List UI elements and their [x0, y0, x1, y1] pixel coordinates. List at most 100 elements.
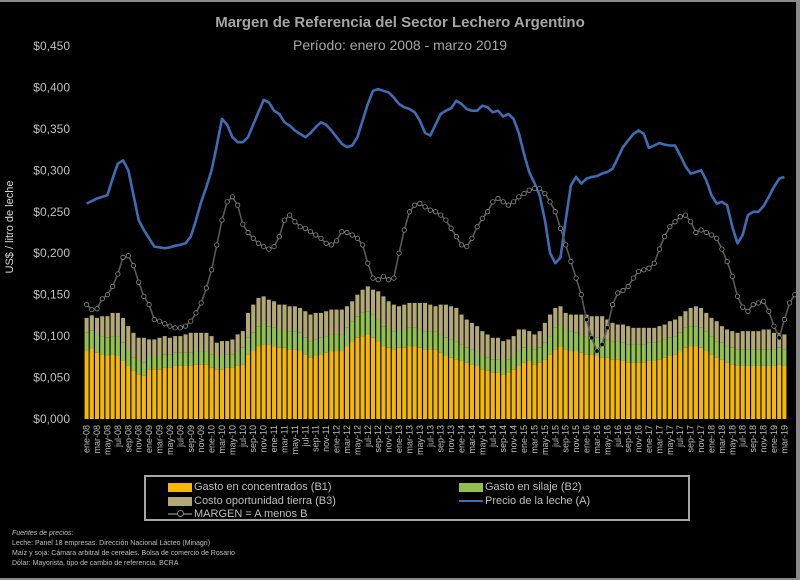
- margen-point: [578, 292, 584, 298]
- bar-segment-b2: [417, 329, 422, 348]
- bar-segment-b2: [761, 349, 766, 366]
- legend-marker-circle-icon: [177, 510, 184, 517]
- bar-segment-b3: [688, 307, 693, 327]
- x-tick-label: may-09: [165, 425, 175, 455]
- x-tick-label: mar-19: [779, 425, 789, 454]
- bar-segment-b3: [506, 339, 511, 360]
- x-tick-label: mar-10: [217, 425, 227, 454]
- legend-label-concentrados: Gasto en concentrados (B1): [194, 481, 332, 493]
- bar-segment-b2: [423, 331, 428, 350]
- legend-line-margen: [168, 510, 192, 517]
- margen-point: [193, 310, 199, 316]
- bar-segment-b1: [397, 347, 402, 419]
- bar-segment-b1: [136, 374, 141, 419]
- bar-segment-b1: [667, 356, 672, 419]
- bar-segment-b2: [589, 336, 594, 355]
- bar-segment-b1: [725, 362, 730, 419]
- margen-point: [438, 212, 444, 218]
- bar-segment-b2: [459, 344, 464, 361]
- chart-title: Margen de Referencia del Sector Lechero …: [215, 14, 585, 31]
- bar-segment-b2: [188, 352, 193, 366]
- bar-segment-b3: [370, 289, 376, 315]
- bar-segment-b3: [386, 301, 391, 330]
- x-tick-label: nov-14: [509, 425, 519, 453]
- margen-point: [328, 242, 334, 248]
- bar-segment-b2: [475, 351, 480, 366]
- bar-segment-b2: [563, 329, 568, 350]
- bar-segment-b3: [167, 337, 172, 355]
- bar-segment-b1: [709, 354, 714, 419]
- bar-segment-b2: [287, 331, 292, 350]
- bar-segment-b1: [433, 349, 438, 419]
- bar-segment-b2: [308, 341, 313, 358]
- margen-point: [594, 348, 600, 354]
- bar-segment-b3: [699, 307, 704, 328]
- y-tick-label: $0,250: [33, 205, 70, 219]
- x-tick-label: mar-08: [92, 425, 102, 454]
- bar-segment-b1: [131, 370, 136, 419]
- bar-segment-b1: [558, 346, 563, 419]
- bar-segment-b1: [360, 336, 365, 419]
- bar-segment-b1: [178, 365, 183, 419]
- margen-point: [776, 335, 782, 341]
- margen-point: [682, 212, 689, 218]
- y-tick-label: $0,200: [33, 246, 70, 260]
- margen-point: [693, 229, 699, 236]
- margen-point: [750, 302, 756, 308]
- bar-segment-b3: [365, 286, 370, 312]
- x-tick-label: may-11: [290, 425, 300, 454]
- bar-segment-b1: [464, 362, 469, 419]
- x-tick-label: may-13: [415, 425, 425, 455]
- bar-segment-b1: [626, 362, 631, 419]
- bar-segment-b1: [714, 357, 719, 419]
- bar-segment-b3: [240, 331, 245, 348]
- margen-point: [729, 273, 735, 280]
- x-tick-label: sep-15: [561, 425, 571, 453]
- margen-point: [740, 304, 746, 310]
- margen-point: [302, 225, 308, 231]
- bar-segment-b3: [626, 326, 631, 345]
- bar-segment-b1: [147, 369, 152, 419]
- sources-note: Fuentes de precios: Leche: Panel 18 empr…: [12, 529, 235, 569]
- bar-segment-b1: [412, 346, 417, 419]
- margen-point: [120, 254, 126, 260]
- x-tick-label: nov-10: [259, 425, 269, 453]
- bar-segment-b1: [381, 346, 386, 419]
- bar-segment-b2: [339, 334, 344, 352]
- bar-segment-b2: [370, 314, 376, 338]
- bar-segment-b2: [162, 354, 167, 368]
- bar-segment-b3: [693, 306, 698, 327]
- bar-segment-b3: [391, 304, 396, 332]
- margen-point: [89, 306, 95, 313]
- margen-point: [417, 200, 423, 207]
- bar-segment-b3: [511, 336, 516, 357]
- bar-segment-b3: [412, 302, 417, 328]
- bar-segment-b1: [428, 349, 433, 419]
- series-lines: [84, 87, 796, 354]
- x-tick-label: nov-12: [384, 425, 394, 453]
- bar-segment-b3: [704, 312, 709, 332]
- bar-segment-b1: [251, 351, 256, 419]
- bar-segment-b2: [469, 349, 474, 365]
- bar-segment-b2: [584, 336, 589, 355]
- margen-point: [490, 199, 496, 205]
- bar-segment-b1: [339, 351, 344, 419]
- bar-segment-b3: [105, 316, 110, 338]
- x-tick-label: may-16: [602, 425, 612, 455]
- x-tick-label: ene-08: [82, 425, 92, 453]
- legend-label-silaje: Gasto en silaje (B2): [485, 481, 582, 493]
- bar-segment-b2: [740, 349, 745, 366]
- bar-segment-b3: [313, 312, 318, 340]
- y-tick-label: $0,100: [33, 329, 70, 343]
- bar-segment-b2: [266, 326, 271, 345]
- bar-segment-b3: [662, 324, 667, 340]
- bar-segment-b2: [579, 334, 584, 353]
- bar-segment-b3: [600, 316, 605, 340]
- bar-segment-b3: [188, 332, 193, 353]
- bar-segment-b2: [730, 347, 735, 365]
- bar-segment-b2: [652, 342, 657, 361]
- bar-segment-b2: [178, 352, 183, 366]
- bar-segment-b1: [303, 354, 308, 419]
- bar-segment-b2: [318, 337, 323, 355]
- bar-segment-b1: [584, 354, 589, 419]
